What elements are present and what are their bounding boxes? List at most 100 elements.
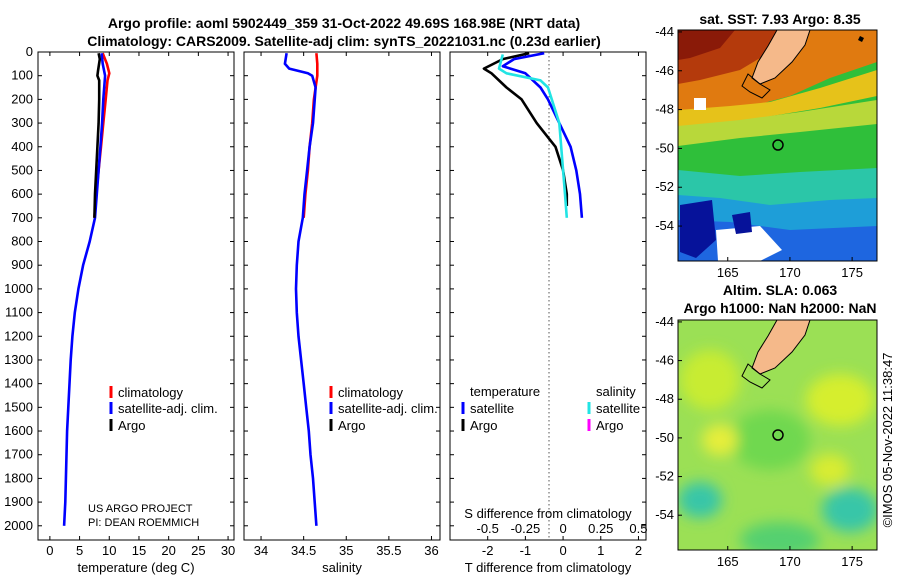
sla-map (678, 320, 877, 550)
salinity-lines (283, 52, 319, 526)
temperature-xlabel: temperature (deg C) (77, 560, 194, 575)
s-tick-label: -0.25 (511, 521, 541, 536)
depth-tick-label: 700 (11, 210, 33, 225)
sla-map-axes: 165 170 175 -44 -46 -48 -50 -52 -54 (655, 314, 863, 569)
depth-tick-label: 1200 (4, 328, 33, 343)
legend-salinity-head: salinity (596, 384, 636, 399)
s-difference-ticks: -0.5 -0.25 0 0.25 0.5 (476, 521, 647, 536)
map-x-tick-label: 165 (717, 265, 739, 280)
legend-climatology-label: climatology (118, 385, 184, 400)
s-tick-label: 0 (559, 521, 566, 536)
satellite-adj-clim-line (62, 53, 107, 526)
temperature-x-axis: 0 5 10 15 20 25 30 (46, 52, 235, 558)
x-tick-label: -1 (520, 543, 532, 558)
depth-axis: 0 100 200 300 400 500 600 700 800 900 1000 1100 1200… (4, 44, 646, 533)
figure-title-line2: Climatology: CARS2009. Satellite-adj cli… (87, 33, 601, 49)
map-y-tick-label: -46 (655, 353, 674, 368)
map-y-tick-label: -54 (655, 218, 674, 233)
x-tick-label: 5 (76, 543, 83, 558)
map-y-tick-label: -48 (655, 102, 674, 117)
depth-tick-label: 300 (11, 115, 33, 130)
map-x-tick-label: 175 (841, 554, 863, 569)
legend-satellite-label: satellite-adj. clim. (118, 401, 218, 416)
satellite-salinity-line (497, 54, 569, 218)
depth-tick-label: 900 (11, 257, 33, 272)
legend-temperature-head: temperature (470, 384, 540, 399)
x-tick-label: 30 (221, 543, 235, 558)
x-tick-label: 35 (339, 543, 353, 558)
legend-climatology-label: climatology (338, 385, 404, 400)
map-y-tick-label: -50 (655, 430, 674, 445)
depth-tick-label: 1600 (4, 423, 33, 438)
legend-t-argo-label: Argo (470, 418, 497, 433)
legend-argo-label: Argo (338, 418, 365, 433)
x-tick-label: 36 (424, 543, 438, 558)
depth-tick-label: 1000 (4, 281, 33, 296)
depth-tick-label: 500 (11, 162, 33, 177)
map-y-tick-label: -46 (655, 63, 674, 78)
x-tick-label: 34 (254, 543, 268, 558)
map-y-tick-label: -50 (655, 140, 674, 155)
salinity-legend: climatology satellite-adj. clim. Argo (329, 385, 438, 433)
difference-lines (482, 52, 584, 218)
difference-panel (449, 51, 647, 541)
argo-line (93, 52, 102, 218)
credit-line1: US ARGO PROJECT (88, 503, 193, 515)
satellite-adj-clim-line (283, 52, 318, 526)
sst-map-axes: 165 170 175 -44 -46 -48 -50 -52 -54 (655, 24, 863, 280)
map-y-tick-label: -44 (655, 314, 674, 329)
credit-line2: PI: DEAN ROEMMICH (88, 517, 199, 529)
x-tick-label: 15 (132, 543, 146, 558)
depth-tick-label: 800 (11, 234, 33, 249)
map-y-tick-label: -54 (655, 507, 674, 522)
imos-timestamp: ©IMOS 05-Nov-2022 11:38:47 (880, 353, 895, 528)
map-x-tick-label: 175 (841, 265, 863, 280)
legend-satellite-label: satellite-adj. clim. (338, 401, 438, 416)
depth-tick-label: 2000 (4, 518, 33, 533)
s-tick-label: 0.5 (629, 521, 647, 536)
sla-map-title-line2: Argo h1000: NaN h2000: NaN (684, 300, 877, 316)
depth-tick-label: 400 (11, 139, 33, 154)
sla-map-title-line1: Altim. SLA: 0.063 (723, 282, 838, 298)
x-tick-label: 35.5 (376, 543, 401, 558)
depth-tick-label: 1700 (4, 447, 33, 462)
sla-map-frame (677, 319, 878, 551)
x-tick-label: 25 (191, 543, 205, 558)
salinity-panel (243, 51, 441, 541)
sla-float-marker (772, 429, 784, 441)
sst-float-marker (772, 139, 784, 151)
depth-tick-label: 1300 (4, 352, 33, 367)
s-tick-label: -0.5 (476, 521, 498, 536)
map-x-tick-label: 165 (717, 554, 739, 569)
map-x-tick-label: 170 (779, 554, 801, 569)
sst-map (678, 30, 877, 261)
depth-tick-label: 1900 (4, 494, 33, 509)
depth-tick-label: 600 (11, 186, 33, 201)
depth-tick-label: 100 (11, 68, 33, 83)
salinity-x-axis: 34 34.5 35 35.5 36 (254, 52, 439, 558)
x-tick-label: 20 (161, 543, 175, 558)
depth-tick-label: 1400 (4, 376, 33, 391)
depth-tick-label: 1800 (4, 470, 33, 485)
x-tick-label: 10 (102, 543, 116, 558)
map-y-tick-label: -52 (655, 179, 674, 194)
satellite-temperature-line (501, 52, 584, 218)
legend-argo-label: Argo (118, 418, 145, 433)
s-difference-label: S difference from climatology (464, 506, 632, 521)
legend-s-argo-label: Argo (596, 418, 623, 433)
temperature-panel (37, 51, 235, 541)
x-tick-label: 1 (597, 543, 604, 558)
x-tick-label: 0 (559, 543, 566, 558)
legend-t-satellite-label: satellite (470, 401, 514, 416)
depth-tick-label: 200 (11, 91, 33, 106)
x-tick-label: 2 (635, 543, 642, 558)
map-y-tick-label: -44 (655, 24, 674, 39)
sst-map-frame (677, 29, 878, 262)
figure-title-line1: Argo profile: aoml 5902449_359 31-Oct-20… (108, 15, 580, 31)
temperature-lines (62, 52, 111, 526)
salinity-xlabel: salinity (322, 560, 362, 575)
s-tick-label: 0.25 (588, 521, 613, 536)
depth-tick-label: 0 (26, 44, 33, 59)
depth-tick-label: 1500 (4, 399, 33, 414)
